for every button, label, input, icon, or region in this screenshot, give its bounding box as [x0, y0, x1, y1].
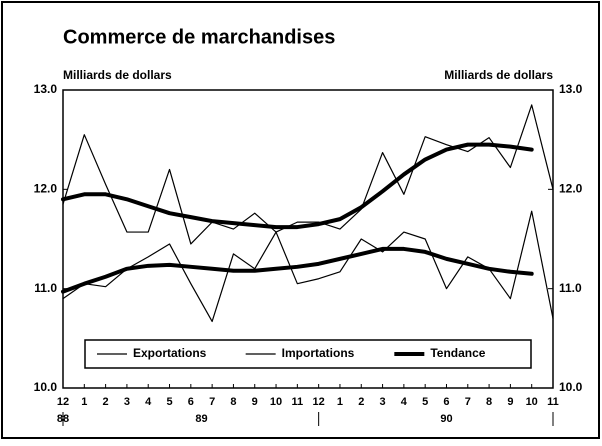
y2-tick-label: 11.0 [559, 281, 582, 295]
y2-axis-label: Milliards de dollars [444, 68, 553, 82]
x-tick-label: 1 [337, 396, 343, 408]
x-tick-label: 3 [124, 396, 130, 408]
legend-label: Importations [282, 346, 355, 360]
x-tick-label: 2 [358, 396, 364, 408]
series-line [62, 104, 554, 245]
y2-tick-label: 10.0 [559, 380, 583, 394]
series-line [62, 210, 554, 323]
x-tick-label: 7 [465, 396, 471, 408]
y-tick-label: 11.0 [34, 281, 57, 295]
chart-title: Commerce de marchandises [63, 26, 335, 48]
y-tick-label: 13.0 [34, 82, 58, 96]
y-tick-label: 12.0 [34, 182, 58, 196]
x-tick-label: 5 [422, 396, 428, 408]
x-tick-label: 4 [401, 396, 408, 408]
series-line [61, 246, 534, 294]
x-tick-label: 8 [230, 396, 236, 408]
series-line [61, 142, 534, 230]
x-tick-label: 10 [270, 396, 282, 408]
x-tick-label: 9 [252, 396, 258, 408]
x-tick-label: 3 [380, 396, 386, 408]
x-tick-label: 11 [292, 396, 304, 408]
x-tick-label: 11 [547, 396, 559, 408]
legend-label: Tendance [430, 346, 485, 360]
legend-box [84, 339, 532, 369]
x-tick-label: 9 [507, 396, 513, 408]
year-label: 90 [440, 413, 452, 425]
plot-area [62, 89, 554, 389]
year-label: 89 [195, 413, 207, 425]
legend-label: Exportations [133, 346, 207, 360]
x-tick-label: 10 [526, 396, 538, 408]
x-tick-label: 6 [188, 396, 194, 408]
frame [1, 1, 600, 439]
x-tick-label: 6 [443, 396, 449, 408]
y2-tick-label: 13.0 [559, 82, 583, 96]
y-tick-label: 10.0 [34, 380, 58, 394]
x-tick-label: 7 [209, 396, 215, 408]
y2-tick-label: 12.0 [559, 182, 583, 196]
x-tick-label: 8 [486, 396, 492, 408]
x-tick-label: 4 [145, 396, 152, 408]
x-tick-label: 12 [57, 396, 69, 408]
y-axis-label: Milliards de dollars [63, 68, 172, 82]
x-tick-label: 2 [103, 396, 109, 408]
x-tick-label: 12 [313, 396, 325, 408]
x-tick-label: 5 [166, 396, 172, 408]
x-tick-label: 1 [81, 396, 87, 408]
